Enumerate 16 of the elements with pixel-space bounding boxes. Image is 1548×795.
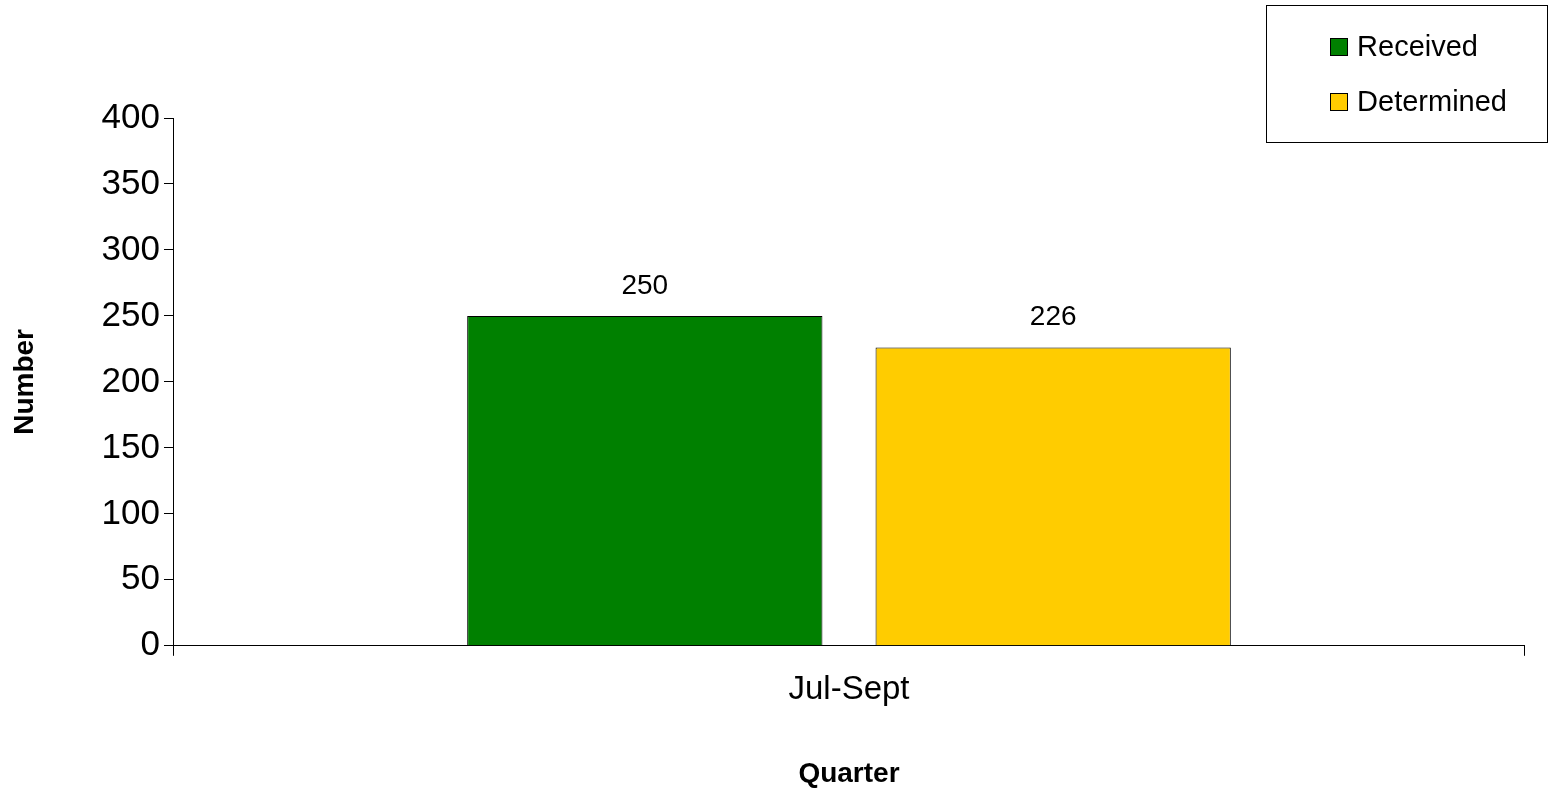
y-tick-label: 200 [101,359,160,399]
y-tick-label: 50 [121,557,160,597]
y-tick-label: 250 [101,293,160,333]
x-tick-label: Jul-Sept [788,668,910,706]
y-axis-title: Number [7,328,39,435]
data-label: 250 [621,268,669,300]
x-axis-title: Quarter [798,756,900,788]
y-tick-label: 400 [101,95,160,135]
y-tick-label: 150 [101,425,160,465]
data-label: 226 [1029,300,1077,332]
y-tick-label: 100 [101,491,160,531]
y-tick-label: 350 [101,161,160,201]
legend-label: Received [1357,30,1478,63]
legend-label: Determined [1357,85,1507,118]
y-tick-label: 300 [101,227,160,267]
y-tick-label: 0 [140,623,160,663]
